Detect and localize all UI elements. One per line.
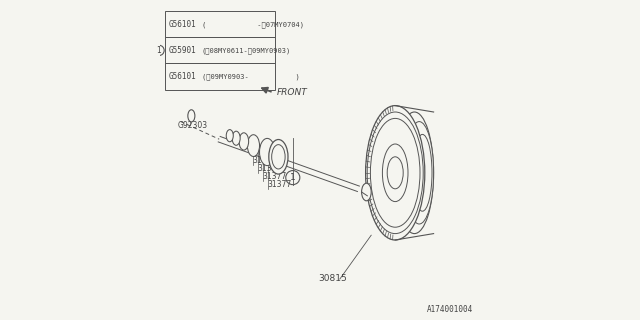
Ellipse shape xyxy=(367,112,423,234)
Text: (‧08MY0611-‧09MY0903): (‧08MY0611-‧09MY0903) xyxy=(202,47,291,54)
Text: G56101: G56101 xyxy=(169,20,196,29)
Ellipse shape xyxy=(188,110,195,122)
Bar xyxy=(165,37,275,63)
Text: G55901: G55901 xyxy=(169,46,196,55)
Ellipse shape xyxy=(396,112,434,234)
Ellipse shape xyxy=(227,130,234,142)
Text: (            -‧07MY0704): ( -‧07MY0704) xyxy=(202,21,303,28)
Text: 31377: 31377 xyxy=(262,172,287,181)
Ellipse shape xyxy=(247,135,260,156)
Ellipse shape xyxy=(413,134,432,211)
Text: 1: 1 xyxy=(157,46,161,55)
Ellipse shape xyxy=(371,118,420,227)
Ellipse shape xyxy=(387,157,403,189)
Ellipse shape xyxy=(405,122,434,224)
Text: 31377: 31377 xyxy=(253,156,277,165)
Bar xyxy=(165,11,275,37)
Ellipse shape xyxy=(269,140,288,174)
Ellipse shape xyxy=(260,138,275,166)
Ellipse shape xyxy=(239,133,249,150)
Ellipse shape xyxy=(232,131,240,145)
Ellipse shape xyxy=(365,106,425,240)
Ellipse shape xyxy=(383,144,408,202)
Text: A174001004: A174001004 xyxy=(428,305,474,314)
Text: 30815: 30815 xyxy=(318,274,346,283)
Text: FRONT: FRONT xyxy=(277,88,308,97)
Text: 31377: 31377 xyxy=(268,180,291,189)
Bar xyxy=(165,63,275,90)
Text: G92303: G92303 xyxy=(178,121,208,130)
Text: G56101: G56101 xyxy=(169,72,196,81)
Ellipse shape xyxy=(271,145,285,169)
Text: 1: 1 xyxy=(290,173,296,182)
Ellipse shape xyxy=(362,183,371,201)
Text: 31377: 31377 xyxy=(258,164,282,173)
Text: (‧09MY0903-           ): (‧09MY0903- ) xyxy=(202,73,300,80)
